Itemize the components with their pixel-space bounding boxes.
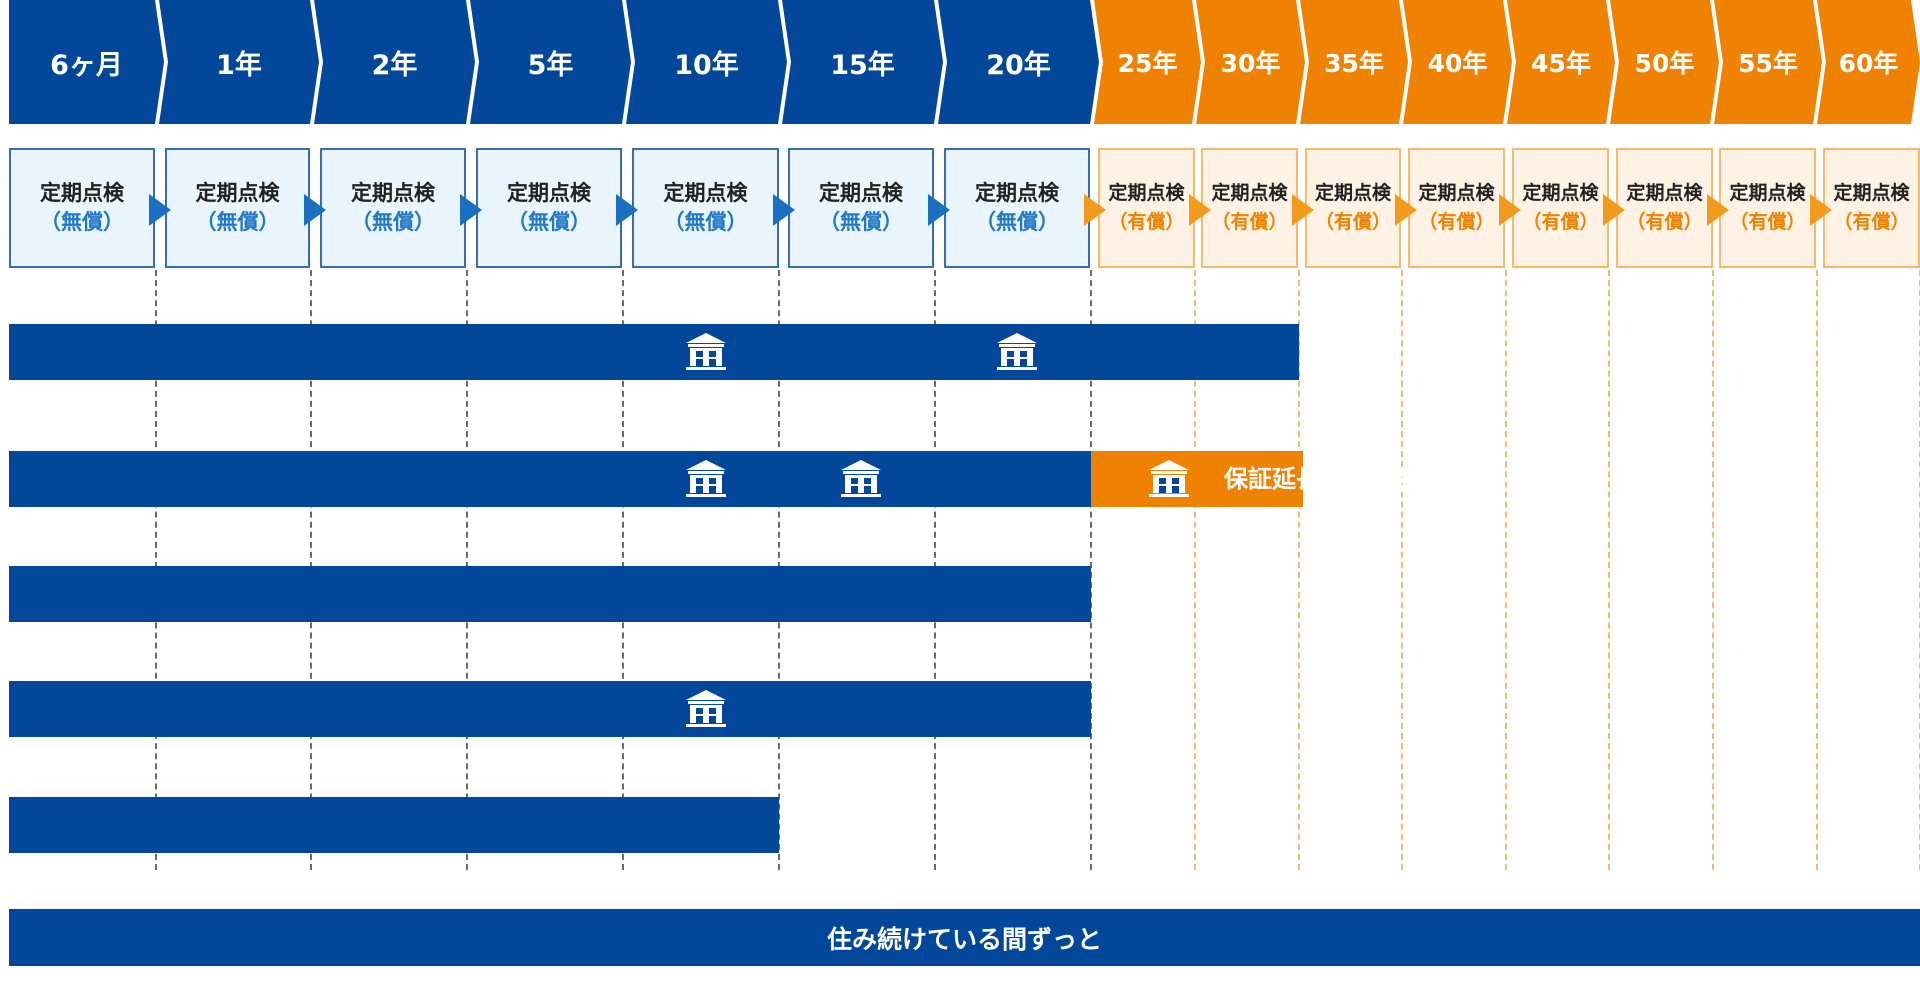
inspection-box: 定期点検 （有償）: [1823, 148, 1920, 268]
inspection-paid: （有償）: [1314, 211, 1391, 233]
building-icon: [684, 459, 728, 499]
building-icon: [1147, 459, 1191, 499]
inspection-free: （無償）: [195, 210, 280, 234]
arrow-icon: [1499, 194, 1521, 226]
inspection-box: 定期点検 （有償）: [1616, 148, 1713, 268]
arrow-icon: [1292, 194, 1314, 226]
period-header: 35年: [1300, 0, 1408, 124]
inspection-paid: （有償）: [1626, 211, 1703, 233]
warranty-bar: [9, 324, 1299, 380]
extension-label: 保証延長可能期間: [1224, 465, 1416, 493]
period-header: 5年: [470, 0, 631, 124]
inspection-box: 定期点検 （無償）: [320, 148, 466, 268]
warranty-extension-bar: 保証延長可能期間: [1091, 451, 1416, 507]
inspection-title: 定期点検: [975, 181, 1059, 205]
arrow-icon: [773, 194, 795, 226]
inspection-box: 定期点検 （無償）: [165, 148, 310, 268]
inspection-box: 定期点検 （無償）: [476, 148, 622, 268]
inspection-box: 定期点検 （無償）: [632, 148, 779, 268]
inspection-title: 定期点検: [1522, 182, 1599, 204]
arrow-icon: [1189, 194, 1211, 226]
inspection-title: 定期点検: [819, 181, 903, 205]
inspection-free: （無償）: [975, 210, 1059, 234]
inspection-box: 定期点検 （有償）: [1305, 148, 1401, 268]
inspection-box: 定期点検 （無償）: [788, 148, 934, 268]
column-divider: [1090, 270, 1092, 870]
inspection-title: 定期点検: [40, 181, 124, 205]
period-header: 55年: [1714, 0, 1822, 124]
inspection-box: 定期点検 （無償）: [9, 148, 155, 268]
inspection-title: 定期点検: [507, 181, 591, 205]
column-divider: [1816, 270, 1818, 870]
arrow-icon: [616, 194, 638, 226]
inspection-title: 定期点検: [663, 181, 748, 205]
inspection-paid: （有償）: [1729, 211, 1806, 233]
arrow-icon: [1084, 194, 1106, 226]
inspection-title: 定期点検: [1211, 182, 1288, 204]
warranty-bar: [9, 681, 1091, 737]
period-header: 1年: [159, 0, 319, 124]
inspection-paid: （有償）: [1108, 211, 1185, 233]
building-icon: [684, 332, 728, 372]
period-header: 2年: [314, 0, 475, 124]
warranty-bar: [9, 451, 1091, 507]
arrow-icon: [304, 194, 326, 226]
inspection-box: 定期点検 （有償）: [1201, 148, 1298, 268]
arrow-icon: [1603, 194, 1625, 226]
warranty-bar: [9, 566, 1091, 622]
inspection-title: 定期点検: [1729, 182, 1806, 204]
arrow-icon: [1395, 194, 1417, 226]
column-divider: [1505, 270, 1507, 870]
inspection-free: （無償）: [351, 210, 435, 234]
period-header: 15年: [782, 0, 943, 124]
period-header: 30年: [1196, 0, 1305, 124]
inspection-free: （無償）: [819, 210, 903, 234]
column-divider: [1608, 270, 1610, 870]
period-header: 25年: [1094, 0, 1201, 124]
arrow-icon: [460, 194, 482, 226]
period-header: 50年: [1610, 0, 1719, 124]
inspection-box: 定期点検 （有償）: [1512, 148, 1609, 268]
period-header: 6ヶ月: [9, 0, 164, 124]
arrow-icon: [928, 194, 950, 226]
inspection-paid: （有償）: [1833, 211, 1910, 233]
period-header: 20年: [938, 0, 1099, 124]
period-header: 60年: [1817, 0, 1920, 124]
inspection-title: 定期点検: [1314, 182, 1391, 204]
inspection-box: 定期点検 （有償）: [1719, 148, 1816, 268]
inspection-free: （無償）: [40, 210, 124, 234]
inspection-box: 定期点検 （有償）: [1098, 148, 1195, 268]
inspection-free: （無償）: [507, 210, 591, 234]
lifetime-support-label: 住み続けている間ずっと: [826, 924, 1102, 954]
inspection-title: 定期点検: [1626, 182, 1703, 204]
building-icon: [839, 459, 883, 499]
inspection-box: 定期点検 （有償）: [1408, 148, 1505, 268]
inspection-free: （無償）: [663, 210, 748, 234]
column-divider: [1298, 270, 1300, 870]
inspection-paid: （有償）: [1418, 211, 1495, 233]
inspection-paid: （有償）: [1522, 211, 1599, 233]
column-divider: [1194, 270, 1196, 870]
building-icon: [995, 332, 1039, 372]
lifetime-support-bar: 住み続けている間ずっと: [9, 909, 1920, 966]
arrow-icon: [149, 194, 171, 226]
building-icon: [684, 689, 728, 729]
period-header: 45年: [1507, 0, 1615, 124]
arrow-icon: [1707, 194, 1729, 226]
arrow-icon: [1810, 194, 1832, 226]
inspection-box: 定期点検 （無償）: [944, 148, 1090, 268]
column-divider: [1712, 270, 1714, 870]
period-header: 40年: [1403, 0, 1512, 124]
inspection-title: 定期点検: [1108, 182, 1185, 204]
column-divider: [1401, 270, 1403, 870]
inspection-title: 定期点検: [351, 181, 435, 205]
inspection-title: 定期点検: [195, 181, 280, 205]
inspection-paid: （有償）: [1211, 211, 1288, 233]
period-header: 10年: [626, 0, 787, 124]
inspection-title: 定期点検: [1418, 182, 1495, 204]
warranty-bar: [9, 797, 779, 853]
inspection-title: 定期点検: [1833, 182, 1910, 204]
